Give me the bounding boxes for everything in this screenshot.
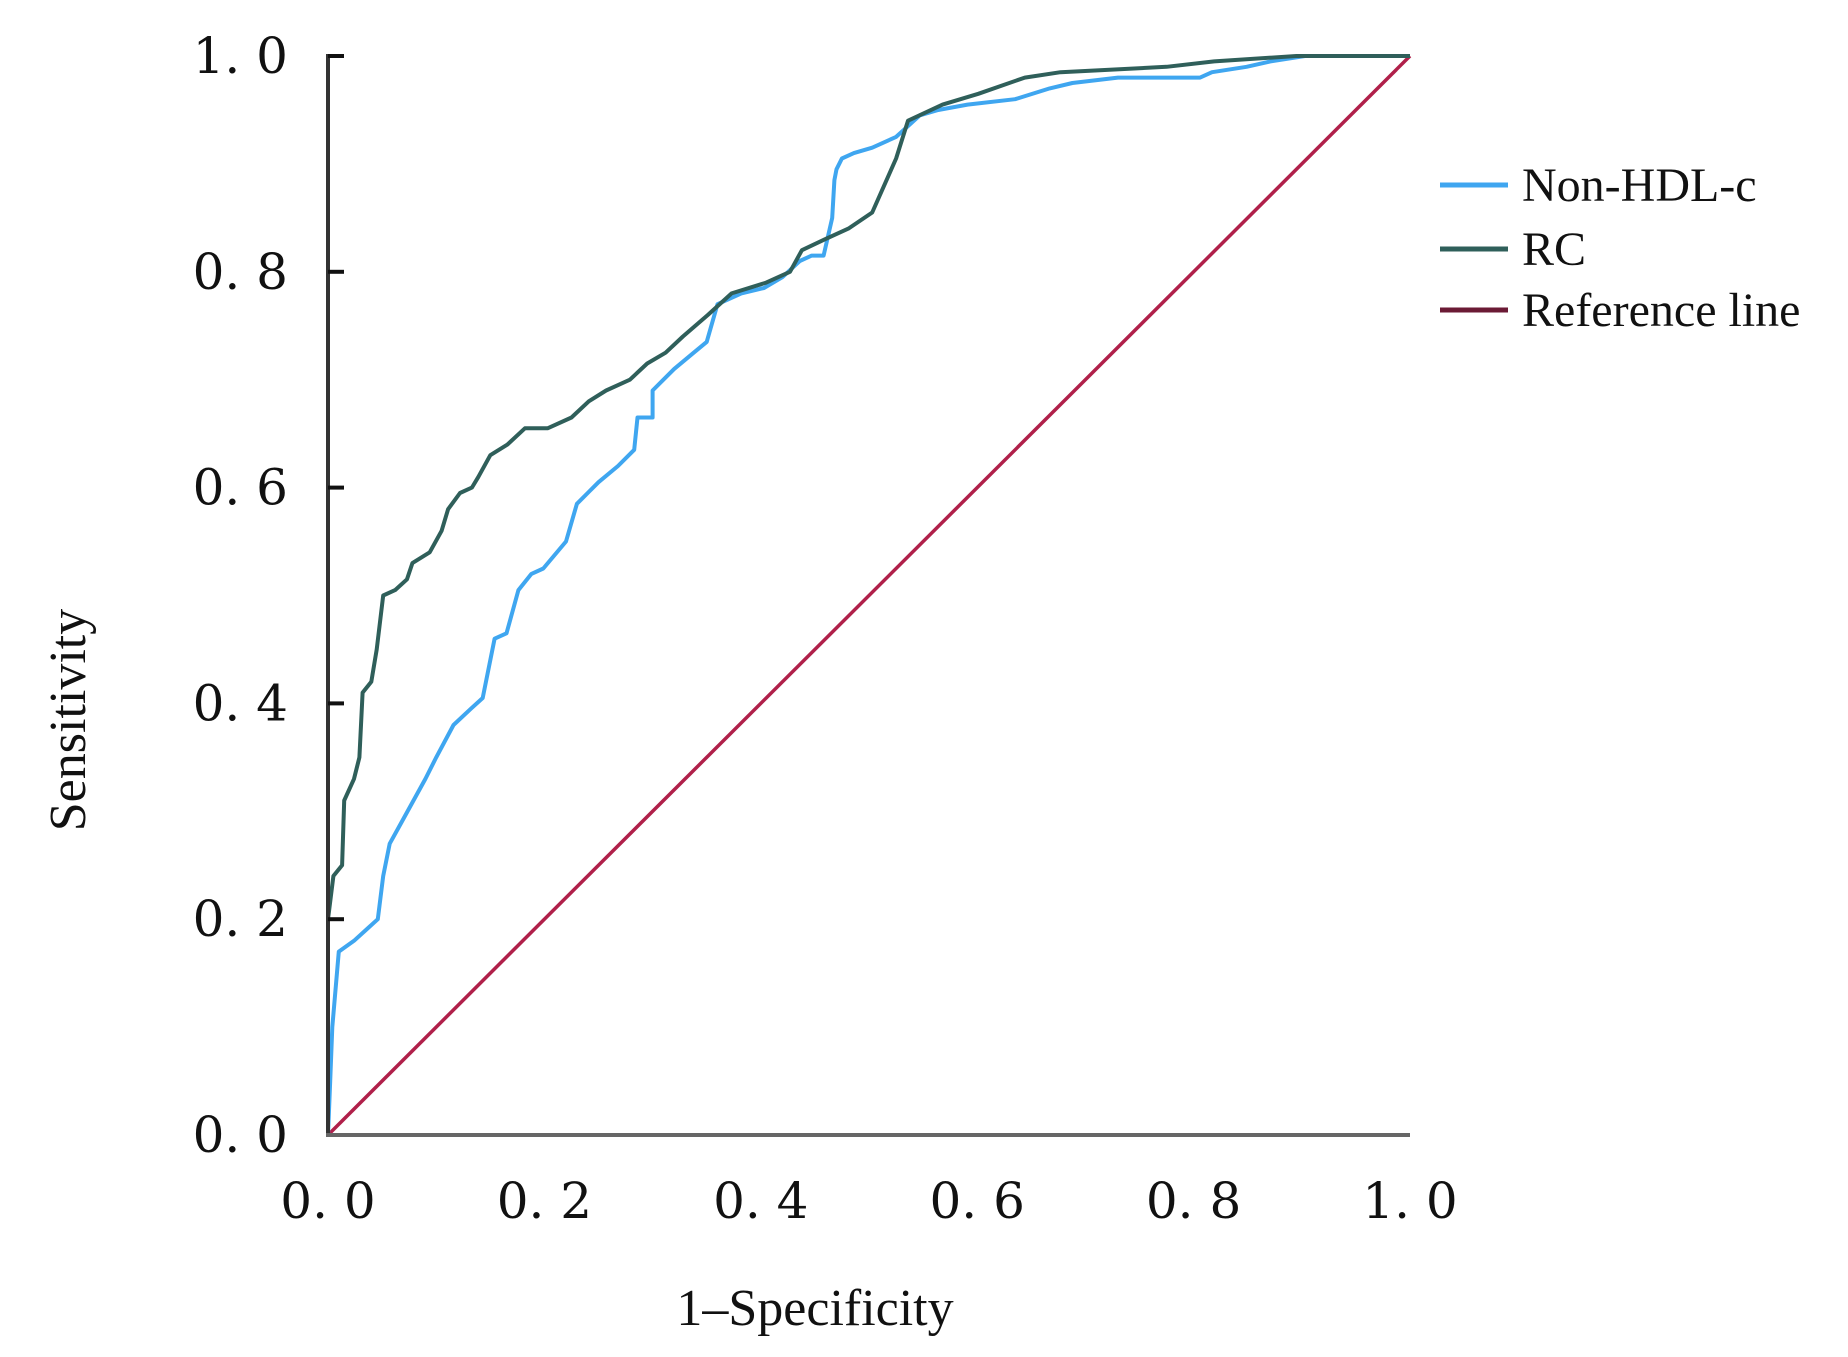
ticks: 0. 0 0. 2 0. 4 0. 6 0. 8 1. 0 0. 0 0. 2 0. 4 0. 6…	[193, 27, 1458, 1230]
y-tick-label: 0. 6	[193, 459, 288, 517]
series-line-rc	[326, 54, 1410, 1135]
legend-item-reference-line: Reference line	[1440, 284, 1800, 337]
x-tick-label: 0. 2	[497, 1172, 592, 1230]
legend-label: RC	[1522, 223, 1586, 276]
x-tick-label: 0. 0	[280, 1172, 375, 1230]
legend: Non-HDL-c RC Reference line	[1440, 159, 1800, 337]
y-tick-label: 0. 2	[193, 890, 288, 948]
y-tick-label: 0. 4	[193, 674, 288, 732]
x-tick-label: 0. 6	[929, 1172, 1024, 1230]
axes	[326, 54, 1410, 1137]
x-axis-title: 1–Specificity	[676, 1280, 953, 1337]
legend-item-non-hdl-c: Non-HDL-c	[1440, 159, 1757, 212]
x-tick-label: 0. 8	[1146, 1172, 1241, 1230]
legend-label: Non-HDL-c	[1522, 159, 1757, 212]
x-tick-label: 0. 4	[713, 1172, 808, 1230]
series-layer	[326, 54, 1412, 1137]
legend-item-rc: RC	[1440, 223, 1586, 276]
y-tick-label: 1. 0	[193, 27, 288, 85]
y-axis-title: Sensitivity	[40, 609, 97, 831]
y-tick-label: 0. 0	[193, 1106, 288, 1164]
legend-label: Reference line	[1522, 284, 1800, 337]
y-tick-label: 0. 8	[193, 243, 288, 301]
series-line-reference-line	[326, 54, 1412, 1137]
x-tick-label: 1. 0	[1362, 1172, 1457, 1230]
series-line-non-hdl-c	[326, 54, 1410, 1136]
